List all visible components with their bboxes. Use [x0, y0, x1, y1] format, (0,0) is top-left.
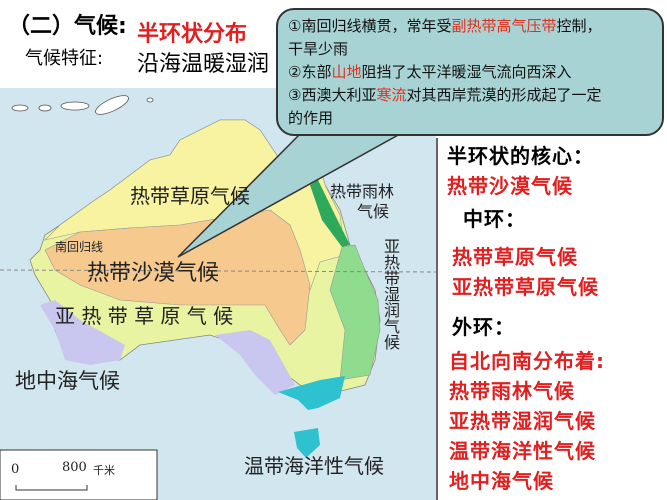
label-tropical-savanna: 热带草原气候 [130, 184, 250, 208]
core-label: 半环状的核心： [447, 144, 594, 168]
mediterranean-region-sw [40, 300, 125, 365]
islands [11, 95, 154, 115]
section-title: （二）气候: [8, 14, 127, 39]
text: 阻挡了太平洋暖湿气流向西深入 [361, 63, 572, 81]
middle-value: 热带草原气候 [452, 245, 578, 269]
humid-subtropical-region [329, 244, 381, 381]
explanation-callout: ①南回归线横贯，常年受副热带高气压带控制， 干旱少雨 ②东部山地阻挡了太平洋暖湿… [276, 8, 664, 136]
callout-line-1: ①南回归线横贯，常年受副热带高气压带控制， [288, 15, 652, 38]
callout-line-3: ②东部山地阻挡了太平洋暖湿气流向西深入 [288, 61, 652, 84]
outer-value: 亚热带湿润气候 [449, 409, 596, 433]
outer-label: 外环： [452, 315, 515, 339]
callout-line-2: 干旱少雨 [288, 40, 349, 58]
middle-value: 亚热带草原气候 [452, 275, 599, 299]
scale-unit: 千米 [93, 464, 115, 477]
text: ①南回归线横贯，常年受 [288, 17, 452, 35]
text: 对其西岸荒漠的形成起了一定 [406, 86, 602, 104]
highlight: 副热带高气压带 [451, 17, 557, 35]
outer-value: 热带雨林气候 [449, 379, 575, 403]
distribution-text: 半环状分布 [137, 22, 248, 47]
scale-zero: 0 [11, 462, 20, 477]
scale-bar [15, 485, 88, 491]
outer-intro: 自北向南分布着: [449, 349, 605, 373]
label-rainforest: 热带雨林 [330, 182, 395, 201]
scale-distance: 800 [62, 460, 87, 475]
label-desert: 热带沙漠气候 [87, 261, 220, 286]
text: 控制， [556, 17, 602, 35]
text: ③西澳大利亚 [288, 86, 377, 104]
tasmania [294, 428, 320, 458]
callout-line-4: ③西澳大利亚寒流对其西岸荒漠的形成起了一定 [288, 84, 652, 107]
callout-line-5: 的作用 [288, 109, 334, 127]
feature-text: 沿海温暖湿润 [137, 52, 270, 77]
label-mediterranean: 地中海气候 [15, 369, 120, 393]
feature-label: 气候特征: [25, 48, 104, 69]
core-value: 热带沙漠气候 [447, 174, 573, 198]
oceanic-region [278, 376, 345, 410]
label-tropic: 南回归线 [55, 240, 104, 254]
highlight: 寒流 [376, 86, 407, 104]
label-humid-subtropical: 亚热带湿润气候 [381, 238, 400, 350]
scale-box [0, 449, 158, 500]
label-subtropical-savanna: 亚 热 带 草 原 气 候 [55, 304, 234, 328]
highlight: 山地 [331, 63, 362, 81]
mediterranean-region-sa [215, 330, 295, 395]
tropic-line [0, 269, 437, 273]
text: ②东部 [288, 63, 332, 81]
desert-region [44, 209, 311, 346]
middle-label: 中环： [463, 207, 526, 231]
label-oceanic: 温带海洋性气候 [244, 454, 384, 478]
outer-value: 温带海洋性气候 [449, 439, 596, 463]
outer-value: 地中海气候 [449, 469, 554, 493]
rainforest-region [310, 180, 350, 247]
label-rainforest-2: 气候 [357, 202, 390, 221]
